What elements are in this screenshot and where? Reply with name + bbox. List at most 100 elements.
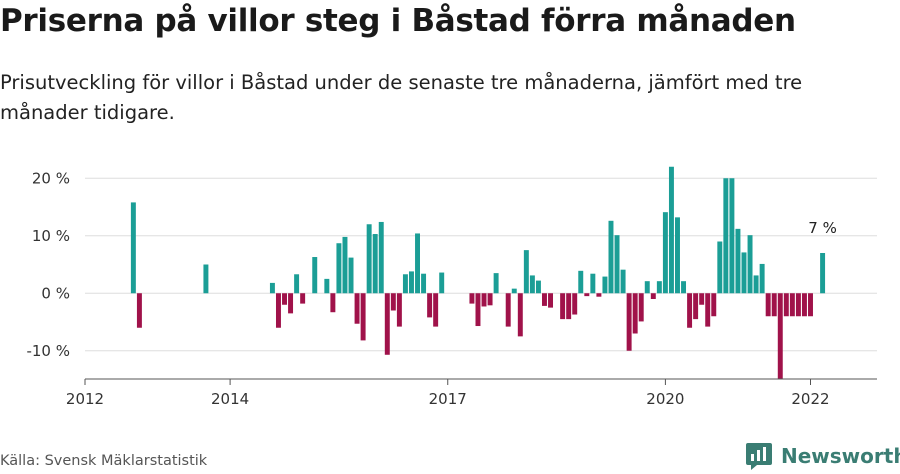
bar <box>517 293 523 337</box>
bar <box>620 269 626 294</box>
y-tick-label: 20 % <box>32 169 70 187</box>
chart-subtitle: Prisutveckling för villor i Båstad under… <box>0 71 803 124</box>
bar <box>801 293 807 317</box>
bar <box>662 212 668 294</box>
bar <box>275 293 281 328</box>
bar <box>360 293 366 341</box>
bar <box>348 257 354 294</box>
bar <box>717 241 723 294</box>
bar <box>487 293 493 306</box>
bar <box>566 293 572 320</box>
bar <box>578 270 584 294</box>
bar <box>415 233 420 294</box>
bar <box>693 293 699 320</box>
bar <box>747 235 753 294</box>
bar <box>481 293 487 307</box>
bar <box>282 293 287 305</box>
bar <box>312 257 318 294</box>
bar <box>590 273 596 294</box>
bar <box>602 276 608 294</box>
source-note: Källa: Svensk Mäklarstatistik <box>0 453 208 469</box>
x-tick-label: 2022 <box>791 390 829 408</box>
bar <box>638 293 644 322</box>
bar <box>372 234 378 294</box>
bar <box>439 272 445 294</box>
bar <box>505 293 511 327</box>
bar <box>596 293 602 297</box>
bar <box>723 178 729 294</box>
bar <box>795 293 801 317</box>
chart-title: Priserna på villor steg i Båstad förra m… <box>0 3 796 39</box>
bar <box>336 243 342 294</box>
x-tick-label: 2020 <box>646 390 684 408</box>
x-tick-label: 2012 <box>66 390 104 408</box>
bar <box>203 264 209 294</box>
newsworthy-logo-icon <box>746 443 772 470</box>
bar <box>771 293 777 317</box>
data-label: 7 % <box>808 219 837 237</box>
y-tick-label: 10 % <box>32 227 70 245</box>
bar <box>475 293 481 327</box>
bar <box>523 250 529 294</box>
bar <box>511 288 517 294</box>
bar <box>765 293 771 317</box>
bar <box>614 235 620 294</box>
newsworthy-brand: Newsworthy <box>745 440 900 472</box>
bar <box>650 293 656 299</box>
brand-name: Newsworthy <box>781 444 900 468</box>
bar <box>535 280 541 294</box>
bar <box>820 253 826 294</box>
bar <box>469 293 475 304</box>
bar <box>324 278 330 294</box>
bar <box>330 293 336 313</box>
bar <box>300 293 306 304</box>
bar <box>354 293 360 324</box>
bar <box>608 220 614 294</box>
bar <box>735 228 741 294</box>
bar <box>681 281 687 294</box>
bar <box>288 293 294 314</box>
bar <box>560 293 566 320</box>
bar <box>729 178 735 294</box>
bar <box>269 282 275 294</box>
bar <box>384 293 390 355</box>
bar <box>584 293 590 297</box>
bar <box>390 293 396 311</box>
y-tick-label: 0 % <box>41 284 70 302</box>
bar <box>626 293 632 351</box>
bar <box>529 275 535 294</box>
bar <box>668 166 674 294</box>
bar <box>644 281 650 294</box>
bars <box>130 166 826 380</box>
bar <box>396 293 402 327</box>
bar <box>433 293 439 327</box>
bar <box>294 274 300 294</box>
bar <box>542 293 547 306</box>
bar <box>427 293 433 318</box>
bar <box>130 202 136 294</box>
bar <box>366 224 372 294</box>
bar <box>402 274 408 294</box>
x-axis <box>84 378 877 385</box>
bar <box>493 273 499 294</box>
bar <box>378 221 384 294</box>
gridlines <box>85 177 877 352</box>
bar <box>687 293 693 328</box>
bar <box>136 293 142 328</box>
bar <box>705 293 711 327</box>
x-tick-label: 2014 <box>211 390 249 408</box>
bar <box>421 273 427 294</box>
bar <box>789 293 795 317</box>
bar <box>759 263 765 294</box>
bar <box>342 236 348 294</box>
bar <box>548 293 554 308</box>
x-tick-label: 2017 <box>429 390 467 408</box>
bar <box>808 293 813 317</box>
y-tick-label: -10 % <box>26 342 70 360</box>
bar <box>711 293 717 317</box>
tick-labels: 20 % 10 % 0 % -10 % 2012 2014 2017 2020 2022 7 % <box>26 169 836 408</box>
bar <box>572 293 578 315</box>
bar <box>777 293 783 380</box>
bar <box>632 293 638 334</box>
bar <box>408 271 414 294</box>
